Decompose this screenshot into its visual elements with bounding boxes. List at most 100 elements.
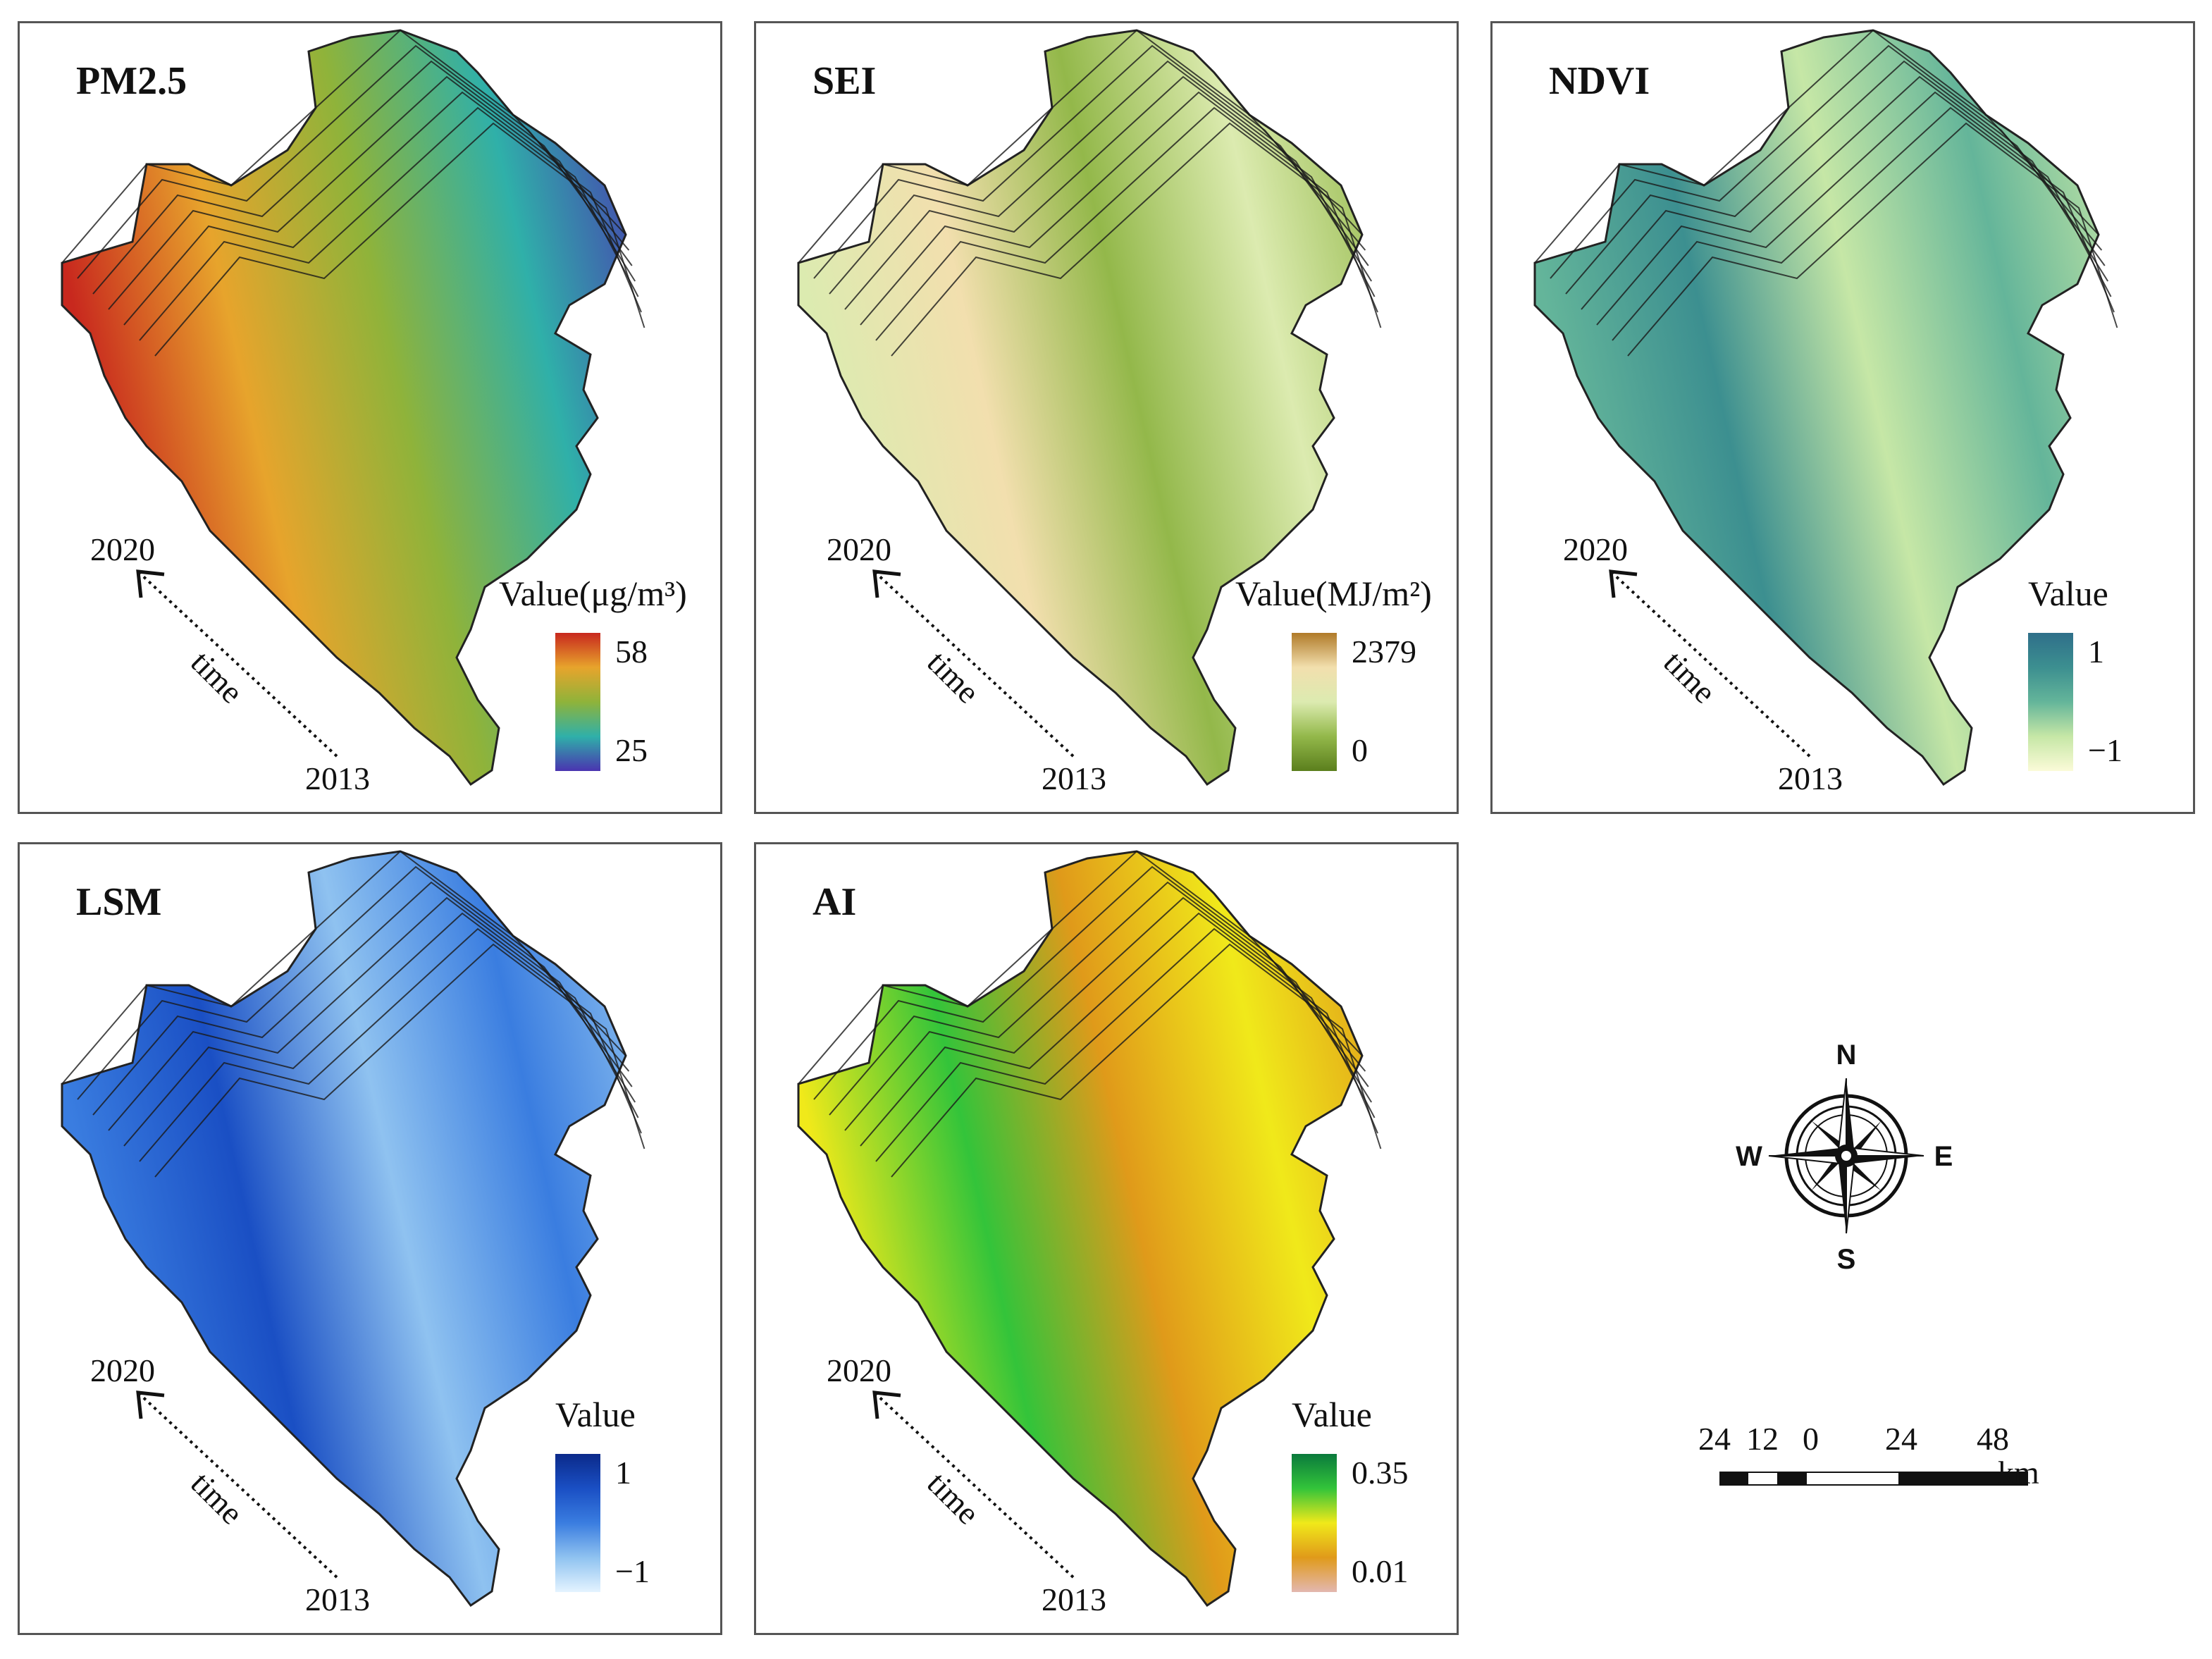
legend-min-label: 0 <box>1352 732 1368 768</box>
compass-rose-icon: N S W E <box>1736 1040 1953 1275</box>
legend-title: Value <box>2028 574 2108 613</box>
time-arrow <box>875 572 1075 758</box>
legend-min-label: −1 <box>615 1553 650 1589</box>
legend-max-label: 58 <box>615 634 648 670</box>
year-layer-outline <box>860 912 1376 1147</box>
year-layer-outline <box>829 60 1369 295</box>
year-layer-outline <box>61 29 626 264</box>
region-shape <box>61 29 627 787</box>
time-end-year: 2020 <box>827 1352 891 1388</box>
time-start-year: 2013 <box>1042 760 1106 796</box>
legend-title: Value <box>555 1395 636 1434</box>
time-start-year: 2013 <box>1778 760 1843 796</box>
legend-title: Value(μg/m³) <box>499 574 687 613</box>
legend-max-label: 1 <box>615 1455 631 1491</box>
year-layer-outline <box>77 44 630 279</box>
compass-east-label: E <box>1934 1141 1953 1172</box>
year-layer-outline <box>92 881 633 1116</box>
year-layer-outline <box>829 881 1369 1116</box>
time-arrow <box>875 1393 1075 1579</box>
legend-color-ramp <box>2028 633 2073 771</box>
scale-bar: 24 12 0 24 48 km <box>1684 1420 2079 1498</box>
legend-max-label: 0.35 <box>1352 1455 1409 1491</box>
year-layer-outline <box>844 75 1373 310</box>
region-map <box>61 850 645 1608</box>
region-shape <box>797 29 1364 787</box>
year-layer-outline <box>1550 44 2103 279</box>
panel-title: PM2.5 <box>76 59 187 103</box>
legend-min-label: −1 <box>2088 732 2123 768</box>
year-layer-outline <box>154 122 645 357</box>
legend-color-ramp <box>1292 1454 1337 1592</box>
region-map <box>61 29 645 787</box>
time-end-year: 2020 <box>827 531 891 567</box>
legend-min-label: 25 <box>615 732 648 768</box>
scale-bar-graphic <box>1719 1472 2028 1486</box>
year-layer-outline <box>891 122 1382 357</box>
compass-north-label: N <box>1836 1040 1857 1071</box>
time-arrow-head-icon <box>872 1390 901 1419</box>
legend-max-label: 2379 <box>1352 634 1416 670</box>
time-end-year: 2020 <box>1563 531 1628 567</box>
legend-color-ramp <box>555 1454 600 1592</box>
legend-title: Value <box>1292 1395 1372 1434</box>
time-end-year: 2020 <box>90 1352 155 1388</box>
map-panel-sei: SEI 2020 2013 time Value(MJ/m²) 2379 0 <box>754 21 1459 814</box>
year-layer-outline <box>875 927 1378 1162</box>
year-layer-outline <box>813 865 1366 1100</box>
compass-south-label: S <box>1837 1244 1856 1275</box>
year-layer-outline <box>77 865 630 1100</box>
region-map <box>797 29 1382 787</box>
panel-title: AI <box>812 880 857 924</box>
map-panel-pm25: PM2.5 2020 2013 time Value(μg/m³) 58 25 <box>18 21 722 814</box>
year-layer-outline <box>798 850 1363 1085</box>
scale-unit-label: km <box>1998 1455 2039 1491</box>
year-layer-outline <box>92 60 633 295</box>
year-layer-outline <box>1627 122 2118 357</box>
time-end-year: 2020 <box>90 531 155 567</box>
year-layer-outline <box>61 850 626 1085</box>
year-layer-outline <box>891 943 1382 1178</box>
legend-color-ramp <box>555 633 600 771</box>
panel-title: NDVI <box>1549 59 1650 103</box>
time-start-year: 2013 <box>1042 1581 1106 1617</box>
map-panel-ai: AI 2020 2013 time Value 0.35 0.01 <box>754 842 1459 1635</box>
map-panel-lsm: LSM 2020 2013 time Value 1 −1 <box>18 842 722 1635</box>
region-map <box>1533 29 2118 787</box>
time-arrow-head-icon <box>872 569 901 598</box>
year-layer-outline <box>1565 60 2106 295</box>
time-arrow-head-icon <box>136 569 165 598</box>
region-shape <box>797 850 1364 1608</box>
legend-max-label: 1 <box>2088 634 2104 670</box>
scale-tick-label: 12 <box>1746 1421 1779 1457</box>
time-arrow <box>138 572 338 758</box>
year-layer-outline <box>1581 75 2109 310</box>
region-shape <box>61 850 627 1608</box>
time-start-year: 2013 <box>305 760 370 796</box>
year-layer-outline <box>139 927 642 1162</box>
compass-west-label: W <box>1736 1141 1762 1172</box>
time-arrow <box>138 1393 338 1579</box>
panel-title: LSM <box>76 880 162 924</box>
legend-title: Value(MJ/m²) <box>1235 574 1432 613</box>
year-layer-outline <box>108 896 636 1131</box>
time-arrow <box>1611 572 1811 758</box>
year-layer-outline <box>813 44 1366 279</box>
legend-color-ramp <box>1292 633 1337 771</box>
year-layer-outline <box>154 943 645 1178</box>
year-layer-outline <box>844 896 1373 1131</box>
time-arrow-head-icon <box>1609 569 1638 598</box>
year-layer-outline <box>123 912 639 1147</box>
scale-tick-label: 24 <box>1885 1421 1917 1457</box>
year-layer-outline <box>875 106 1378 341</box>
region-map <box>797 850 1382 1608</box>
year-layer-outline <box>123 91 639 326</box>
legend-min-label: 0.01 <box>1352 1553 1409 1589</box>
time-arrow-head-icon <box>136 1390 165 1419</box>
region-shape <box>1533 29 2100 787</box>
year-layer-outline <box>1534 29 2099 264</box>
year-layer-outline <box>798 29 1363 264</box>
scale-tick-label: 0 <box>1803 1421 1819 1457</box>
year-layer-outline <box>1612 106 2115 341</box>
year-layer-outline <box>860 91 1376 326</box>
